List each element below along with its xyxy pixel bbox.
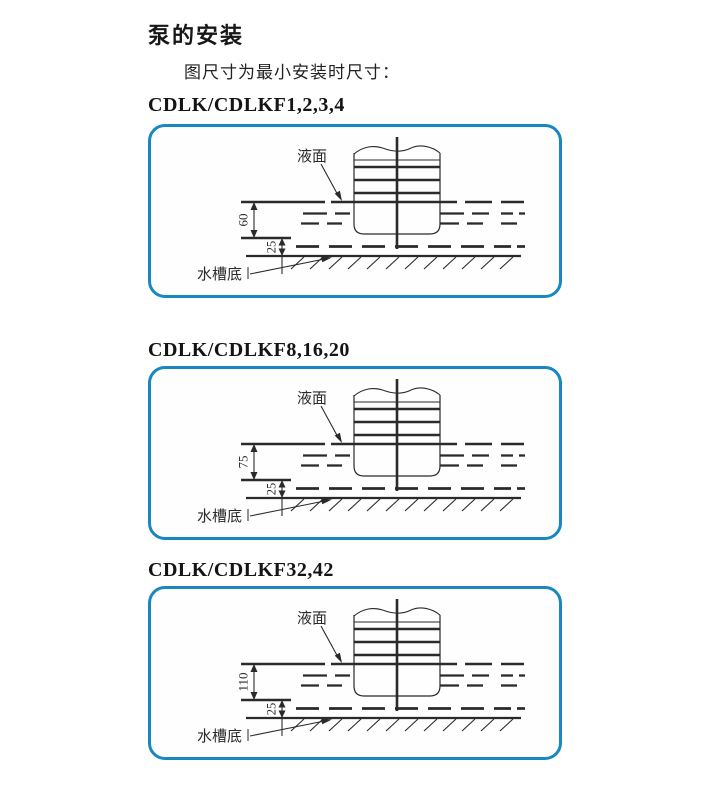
dim-bottom-arrow-down	[278, 710, 286, 718]
liquid-level-leader-arrow	[334, 652, 342, 663]
hatch-line	[347, 256, 362, 270]
hatch-line	[442, 498, 457, 512]
hatch-line	[366, 256, 381, 270]
hatch-line	[480, 498, 495, 512]
liquid-level-leader	[320, 625, 340, 660]
dim-bottom-arrow-down	[278, 248, 286, 256]
tank-bottom-leader-arrow	[321, 256, 332, 263]
hatch-line	[309, 718, 324, 732]
hatch-line	[290, 498, 305, 512]
section-model-label-1: CDLK/CDLKF1,2,3,4	[148, 94, 345, 116]
section-model-label-3: CDLK/CDLKF32,42	[148, 559, 334, 581]
hatch-line	[423, 498, 438, 512]
tank-bottom-leader	[249, 720, 328, 737]
hatch-line	[461, 718, 476, 732]
tank-bottom-leader-arrow	[321, 498, 332, 505]
dim-bottom-arrow-up	[278, 700, 286, 708]
hatch-line	[423, 256, 438, 270]
dim-main-arrow-down	[250, 472, 258, 480]
hatch-line	[442, 718, 457, 732]
hatch-line	[385, 498, 400, 512]
hatch-line	[461, 498, 476, 512]
hatch-line	[347, 498, 362, 512]
tank-bottom-label: 水槽底	[197, 728, 242, 745]
tank-bottom-label: 水槽底	[197, 266, 242, 283]
liquid-level-label: 液面	[297, 610, 327, 627]
tank-bottom-leader	[249, 500, 328, 517]
page-subtitle: 图尺寸为最小安装时尺寸：	[184, 63, 400, 82]
page-title: 泵的安装	[148, 23, 245, 48]
dim-main-value: 60	[235, 214, 250, 227]
hatch-line	[499, 256, 514, 270]
liquid-level-leader	[320, 163, 340, 198]
hatch-line	[404, 498, 419, 512]
dim-main-arrow-up	[250, 444, 258, 452]
dim-main-arrow-down	[250, 692, 258, 700]
hatch-line	[404, 718, 419, 732]
liquid-level-leader-arrow	[334, 190, 342, 201]
dim-bottom-value: 25	[264, 241, 278, 254]
hatch-line	[385, 256, 400, 270]
section-model-label-2: CDLK/CDLKF8,16,20	[148, 339, 350, 361]
hatch-line	[290, 718, 305, 732]
dim-bottom-arrow-up	[278, 480, 286, 488]
diagram-panel-3: 110 25 液面水槽底	[148, 586, 562, 760]
liquid-level-leader-arrow	[334, 432, 342, 443]
liquid-level-label: 液面	[297, 148, 327, 165]
liquid-level-leader	[320, 405, 340, 440]
dim-main-value: 75	[235, 456, 250, 469]
hatch-line	[366, 498, 381, 512]
hatch-line	[309, 256, 324, 270]
dim-main-arrow-up	[250, 664, 258, 672]
hatch-line	[404, 256, 419, 270]
tank-bottom-label: 水槽底	[197, 508, 242, 525]
diagram-panel-1: 60 25 液面水槽底	[148, 124, 562, 298]
hatch-line	[385, 718, 400, 732]
dim-bottom-arrow-up	[278, 238, 286, 246]
dim-bottom-arrow-down	[278, 490, 286, 498]
hatch-line	[309, 498, 324, 512]
hatch-line	[366, 718, 381, 732]
hatch-line	[328, 718, 343, 732]
hatch-line	[499, 498, 514, 512]
dim-bottom-value: 25	[264, 483, 278, 496]
hatch-line	[499, 718, 514, 732]
hatch-line	[461, 256, 476, 270]
tank-bottom-leader-arrow	[321, 718, 332, 725]
hatch-line	[328, 256, 343, 270]
hatch-line	[290, 256, 305, 270]
tank-bottom-leader	[249, 258, 328, 275]
hatch-line	[480, 256, 495, 270]
diagram-panel-2: 75 25 液面水槽底	[148, 366, 562, 540]
dim-main-value: 110	[235, 672, 250, 691]
hatch-line	[442, 256, 457, 270]
dim-main-arrow-down	[250, 230, 258, 238]
liquid-level-label: 液面	[297, 390, 327, 407]
hatch-line	[328, 498, 343, 512]
hatch-line	[480, 718, 495, 732]
dim-main-arrow-up	[250, 202, 258, 210]
hatch-line	[423, 718, 438, 732]
hatch-line	[347, 718, 362, 732]
dim-bottom-value: 25	[264, 703, 278, 716]
